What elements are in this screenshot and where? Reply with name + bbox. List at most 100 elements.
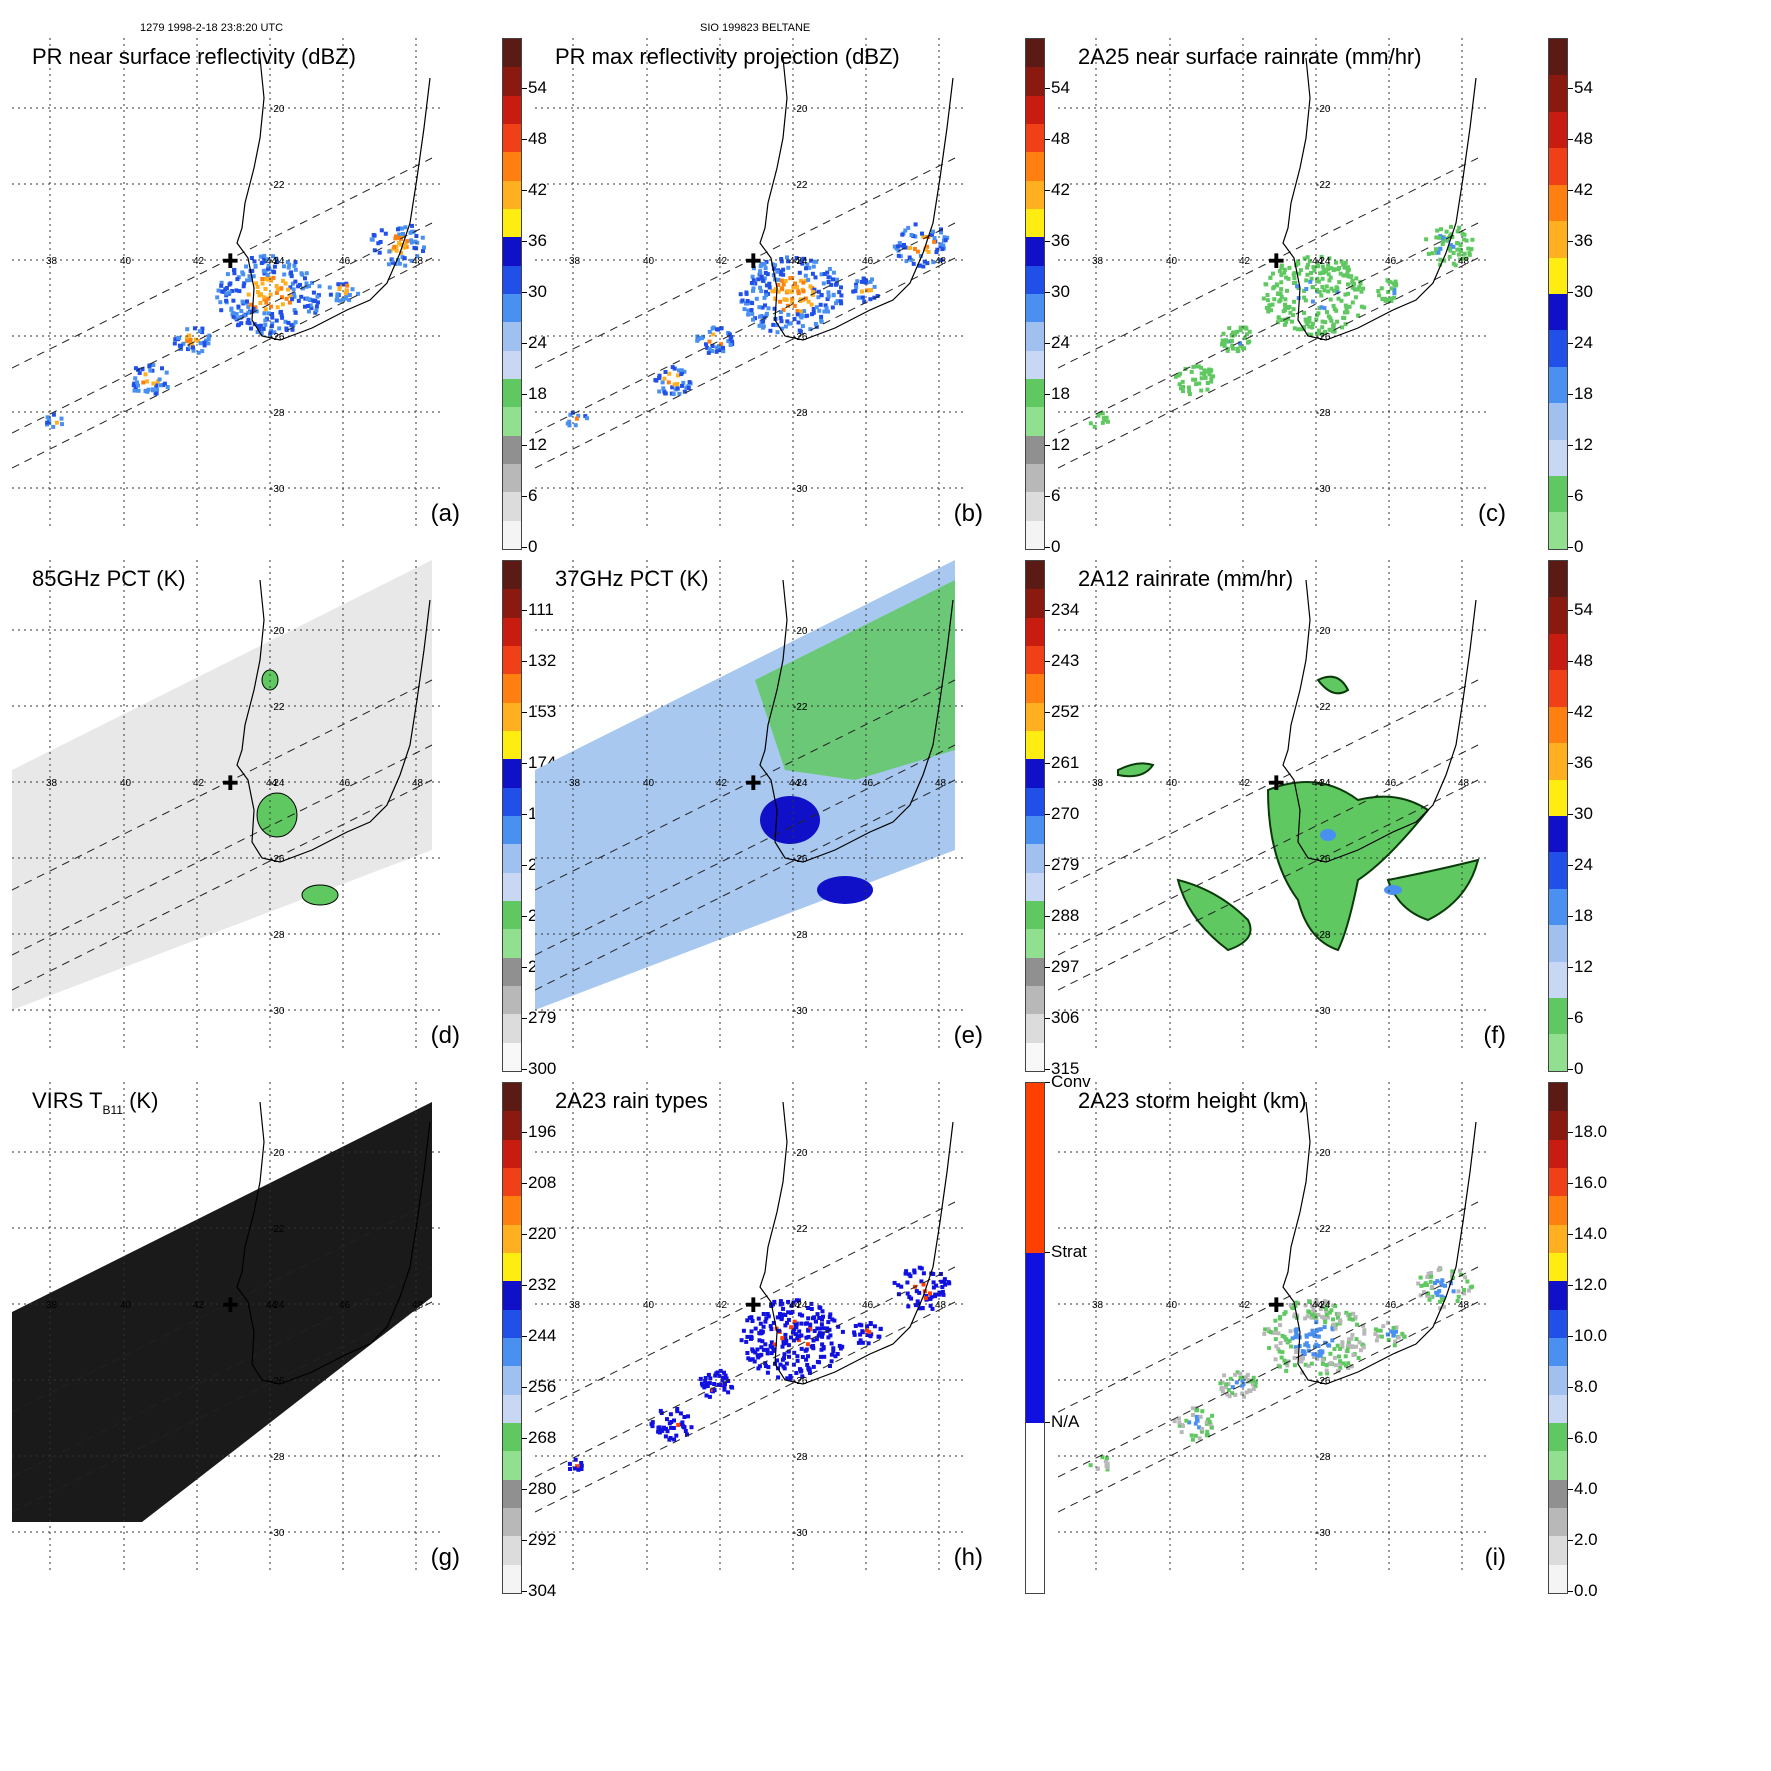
precip-pixel (795, 312, 800, 317)
precip-pixel (1438, 246, 1443, 251)
precip-pixel (1465, 1279, 1470, 1284)
precip-pixel (1438, 257, 1443, 262)
precip-pixel (923, 235, 927, 239)
precip-pixel (1331, 1317, 1335, 1322)
colorbar-tick-label: 10.0 (1567, 1326, 1608, 1345)
precip-pixel (378, 240, 383, 244)
precip-pixel (573, 1457, 578, 1462)
precip-pixel (1352, 281, 1356, 286)
precip-pixel (1279, 265, 1284, 270)
colorbar-segment (503, 463, 521, 493)
precip-pixel (140, 367, 145, 372)
precip-pixel (202, 340, 207, 345)
precip-pixel (1251, 1375, 1256, 1380)
precip-pixel (1354, 1344, 1359, 1349)
precip-pixel (762, 262, 767, 266)
precip-pixel (804, 1357, 809, 1362)
precip-pixel (718, 1368, 723, 1373)
precip-pixel (738, 292, 743, 297)
precip-pixel (51, 412, 56, 417)
precip-pixel (825, 297, 830, 301)
precip-pixel (863, 280, 868, 285)
precip-field (45, 223, 426, 429)
map-b: ✚ 38 40 42 44 46 48 -20 -22 -24 -26 -28 -30 (535, 38, 1013, 558)
colorbar-segment (1549, 1479, 1567, 1508)
precip-pixel (292, 294, 297, 299)
precip-pixel (774, 287, 778, 292)
precip-pixel (1467, 252, 1472, 257)
precip-pixel (1334, 308, 1339, 313)
precip-pixel (1462, 237, 1467, 242)
precip-pixel (793, 1322, 798, 1327)
precip-pixel (1205, 1429, 1210, 1434)
precip-pixel (1226, 1382, 1231, 1387)
colorbar-tick-label: 232 (521, 1275, 557, 1294)
precip-pixel (1335, 286, 1340, 291)
colorbar (1025, 560, 1045, 1072)
precip-pixel (1433, 1281, 1437, 1285)
precip-pixel (344, 288, 349, 293)
precip-pixel (706, 1372, 711, 1377)
colorbar-segment (1026, 617, 1044, 646)
colorbar-segment (1549, 815, 1567, 853)
colorbar-segment (1026, 378, 1044, 408)
precip-pixel (836, 1324, 841, 1329)
precip-pixel (1468, 1285, 1473, 1290)
precip-pixel (672, 366, 677, 371)
colorbar-tick-label: 279 (521, 1008, 557, 1027)
precip-pixel (1238, 325, 1243, 330)
precip-pixel (819, 1347, 824, 1352)
colorbar-segment (1549, 111, 1567, 149)
precip-pixel (275, 287, 280, 292)
precip-pixel (940, 247, 945, 252)
precip-pixel (675, 1407, 680, 1411)
precip-pixel (680, 383, 684, 388)
precip-pixel (815, 1312, 820, 1317)
precip-pixel (202, 343, 207, 348)
precip-pixel (281, 278, 285, 283)
lon-label: 44 (266, 1300, 278, 1311)
precip-pixel (779, 257, 784, 261)
colorbar-segment (1026, 407, 1044, 436)
precip-pixel (1379, 1334, 1384, 1339)
precip-pixel (796, 289, 801, 294)
precip-pixel (1322, 1303, 1326, 1308)
precip-pixel (812, 1329, 817, 1333)
precip-pixel (1313, 1301, 1318, 1306)
colorbar-tick-label: 268 (521, 1428, 557, 1447)
precip-pixel (681, 380, 686, 385)
precip-pixel (1342, 273, 1347, 278)
colorbar-segment (503, 378, 521, 408)
precip-pixel (801, 280, 806, 285)
colorbar-tick-label: 14.0 (1567, 1224, 1608, 1243)
precip-pixel (920, 1306, 925, 1311)
precip-pixel (399, 226, 404, 231)
colorbar (502, 560, 522, 1072)
lon-label: 44 (789, 778, 801, 789)
lat-label: -26 (270, 332, 285, 343)
lat-label: -26 (1316, 854, 1331, 865)
precip-pixel (780, 1344, 785, 1349)
panel-letter: (f) (1483, 1022, 1506, 1049)
precip-pixel (261, 326, 266, 331)
precip-pixel (804, 1335, 809, 1340)
station-marker: ✚ (745, 773, 762, 795)
precip-pixel (791, 1330, 795, 1335)
precip-pixel (576, 413, 581, 418)
lon-label: 38 (1092, 1300, 1104, 1311)
precip-pixel (855, 279, 860, 284)
precip-pixel (1229, 333, 1234, 338)
precip-pixel (765, 1347, 770, 1352)
precip-pixel (939, 1279, 944, 1284)
precip-pixel (930, 233, 934, 237)
precip-pixel (746, 1356, 751, 1361)
precip-pixel (710, 344, 715, 348)
precip-pixel (245, 299, 249, 304)
precip-pixel (1346, 282, 1350, 287)
precip-pixel (667, 1437, 672, 1442)
precip-pixel (908, 1274, 913, 1279)
precip-pixel (1186, 385, 1191, 390)
precip-pixel (1278, 1316, 1282, 1321)
lat-label: -30 (793, 1528, 808, 1539)
precip-pixel (1421, 1290, 1426, 1295)
